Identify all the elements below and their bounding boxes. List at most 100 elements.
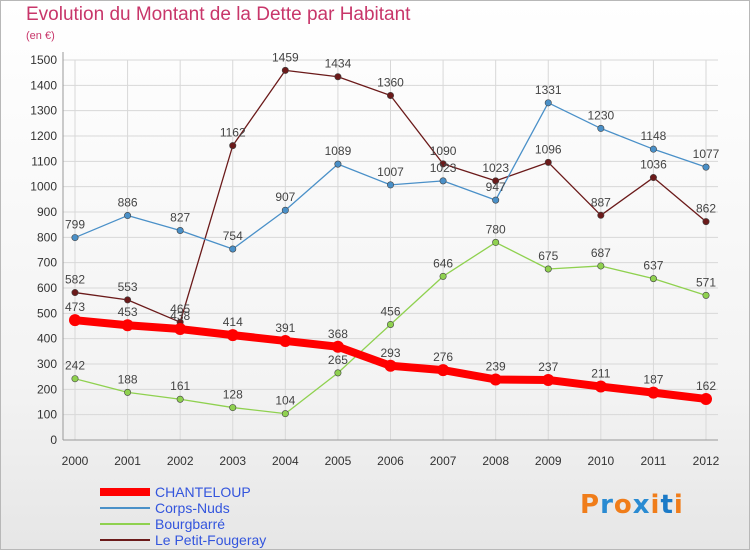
- data-point: [649, 174, 657, 182]
- x-tick-label: 2000: [62, 454, 89, 468]
- logo-letter: x: [632, 490, 651, 520]
- data-point: [281, 66, 289, 74]
- data-point: [544, 265, 552, 273]
- data-label: 799: [65, 218, 85, 232]
- data-point: [492, 196, 500, 204]
- data-label: 571: [696, 275, 716, 289]
- data-label: 1036: [640, 158, 667, 172]
- data-label: 211: [591, 367, 610, 381]
- data-point: [702, 163, 710, 171]
- data-label: 646: [433, 256, 453, 270]
- data-point: [647, 386, 660, 399]
- data-label: 1090: [430, 144, 457, 158]
- data-label: 1148: [641, 129, 667, 143]
- x-tick-label: 2010: [587, 454, 614, 468]
- y-tick-label: 1000: [30, 180, 57, 194]
- data-point: [492, 177, 500, 185]
- y-tick-label: 200: [37, 382, 57, 396]
- data-point: [439, 160, 447, 168]
- data-label: 754: [223, 229, 243, 243]
- data-point: [437, 364, 450, 377]
- legend-label: CHANTELOUP: [155, 484, 251, 500]
- data-label: 276: [433, 350, 453, 364]
- data-label: 414: [223, 315, 243, 329]
- data-point: [229, 142, 237, 150]
- data-point: [597, 262, 605, 270]
- y-tick-label: 1200: [30, 129, 57, 143]
- data-point: [439, 272, 447, 280]
- data-label: 827: [170, 210, 190, 224]
- data-label: 104: [275, 394, 295, 408]
- data-point: [176, 226, 184, 234]
- data-label: 886: [118, 196, 138, 210]
- data-point: [71, 234, 79, 242]
- data-point: [176, 395, 184, 403]
- x-tick-label: 2004: [272, 454, 299, 468]
- data-point: [702, 218, 710, 226]
- y-tick-label: 1100: [31, 154, 57, 168]
- data-point: [597, 211, 605, 219]
- data-point: [702, 291, 710, 299]
- data-label: 188: [118, 372, 138, 386]
- y-tick-label: 0: [50, 433, 57, 447]
- x-tick-label: 2012: [693, 454, 720, 468]
- legend-label: Le Petit-Fougeray: [155, 532, 267, 548]
- data-point: [71, 375, 79, 383]
- y-tick-label: 400: [37, 332, 57, 346]
- legend-swatch: [100, 539, 150, 541]
- data-point: [384, 359, 397, 372]
- data-label: 1434: [325, 57, 352, 71]
- data-label: 473: [65, 300, 85, 314]
- data-label: 1023: [430, 161, 457, 175]
- data-point: [489, 373, 502, 386]
- logo-letter: o: [613, 490, 633, 520]
- data-point: [544, 158, 552, 166]
- data-point: [594, 380, 607, 393]
- data-label: 1007: [377, 165, 404, 179]
- data-label: 862: [696, 202, 716, 216]
- data-label: 465: [170, 302, 190, 316]
- data-label: 391: [275, 321, 295, 335]
- data-point: [649, 275, 657, 283]
- data-point: [331, 340, 344, 353]
- data-point: [124, 296, 132, 304]
- y-tick-label: 700: [37, 256, 57, 270]
- data-label: 368: [328, 327, 348, 341]
- data-point: [124, 388, 132, 396]
- data-label: 161: [170, 379, 190, 393]
- y-tick-label: 800: [37, 230, 57, 244]
- data-point: [174, 323, 187, 336]
- data-label: 242: [65, 359, 85, 373]
- data-label: 637: [643, 259, 663, 273]
- data-point: [279, 334, 292, 347]
- logo-letter: i: [650, 490, 661, 520]
- data-label: 1459: [272, 50, 299, 64]
- data-label: 887: [591, 195, 611, 209]
- data-point: [226, 329, 239, 342]
- data-point: [492, 238, 500, 246]
- data-label: 1331: [535, 83, 562, 97]
- data-point: [544, 99, 552, 107]
- x-tick-label: 2006: [377, 454, 404, 468]
- data-label: 1077: [693, 147, 720, 161]
- x-tick-label: 2009: [535, 454, 562, 468]
- data-label: 1162: [220, 126, 246, 140]
- data-label: 438: [170, 309, 190, 323]
- y-tick-label: 1300: [30, 104, 57, 118]
- data-label: 553: [118, 280, 138, 294]
- data-label: 780: [486, 222, 506, 236]
- data-point: [334, 369, 342, 377]
- data-label: 456: [380, 304, 400, 318]
- data-label: 675: [538, 249, 558, 263]
- data-label: 582: [65, 273, 85, 287]
- data-label: 162: [696, 379, 716, 393]
- x-tick-label: 2011: [641, 454, 667, 468]
- data-label: 1360: [377, 75, 404, 89]
- data-label: 128: [223, 388, 243, 402]
- chart-title: Evolution du Montant de la Dette par Hab…: [26, 4, 411, 25]
- data-label: 1023: [482, 161, 509, 175]
- data-point: [229, 404, 237, 412]
- data-point: [597, 124, 605, 132]
